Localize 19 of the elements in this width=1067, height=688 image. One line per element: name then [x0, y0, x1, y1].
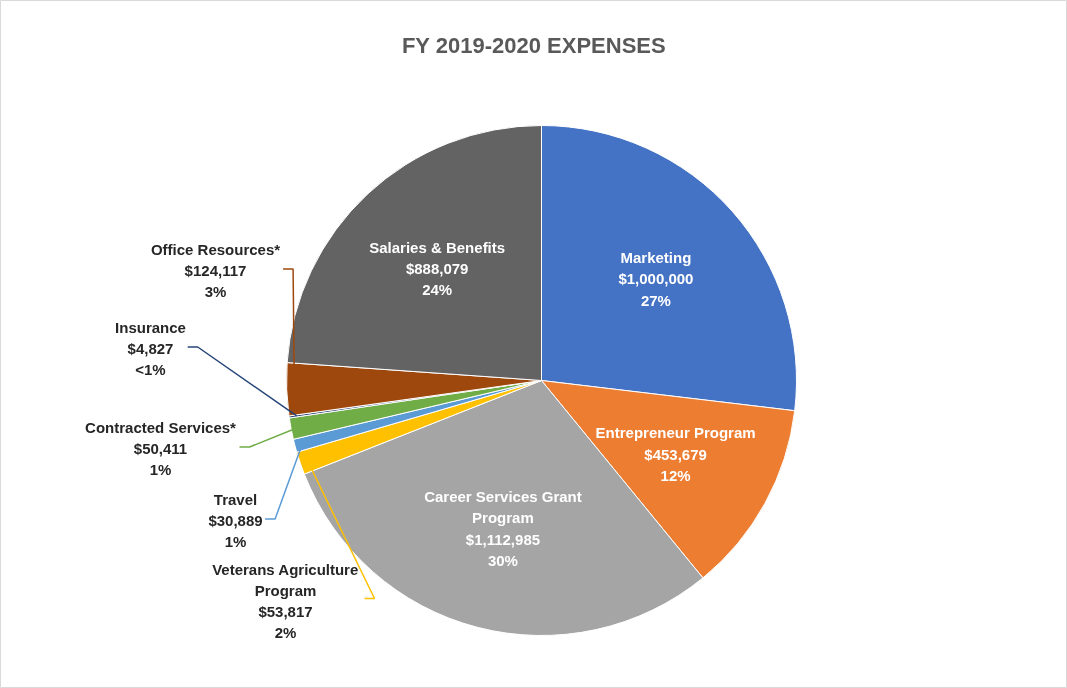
data-label: $124,117 3% [184, 261, 247, 300]
data-label: $1,000,000 27% [618, 270, 694, 309]
chart-title: FY 2019-2020 EXPENSES [401, 33, 666, 58]
slice-label: Entrepreneur Program [595, 424, 756, 442]
slice-label: Salaries & Benefits [369, 238, 506, 256]
slice-label: Veterans Agriculture Program [212, 560, 359, 599]
data-label: $53,817 2% [258, 603, 313, 642]
slice-label: Marketing [620, 249, 692, 267]
data-label: $4,827 <1% [127, 339, 174, 378]
slice-label: Travel [213, 490, 258, 508]
data-label: $1,112,985 30% [465, 530, 541, 569]
data-label: $888,079 24% [405, 260, 469, 299]
data-label: $453,679 12% [644, 445, 707, 484]
data-label: $30,889 1% [208, 511, 263, 550]
slice-label: Career Services Grant Program [424, 488, 582, 527]
slice-label: Contracted Services* [85, 418, 237, 436]
slice-label: Insurance [115, 318, 186, 336]
slice-label: Office Resources* [150, 240, 281, 258]
data-label: $50,411 1% [133, 439, 188, 478]
